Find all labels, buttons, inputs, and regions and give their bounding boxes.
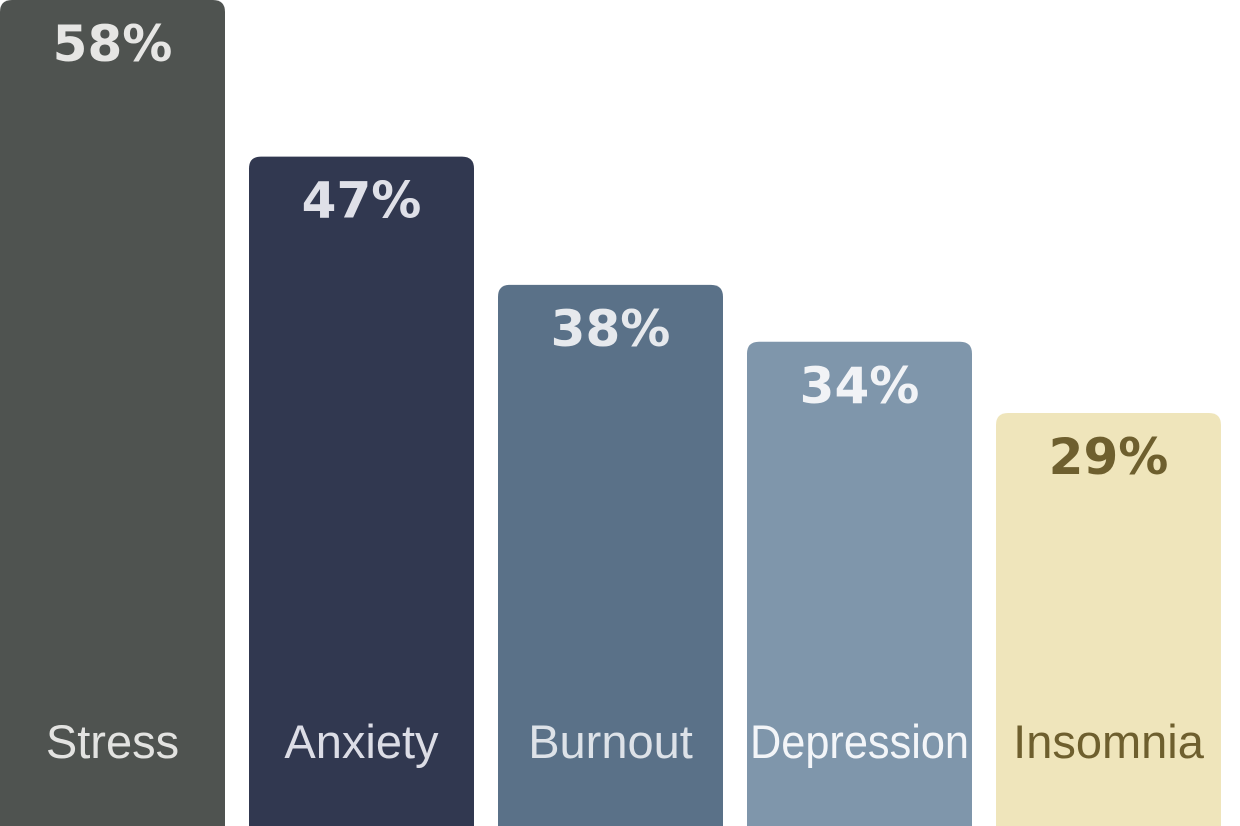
- value-label-anxiety: 47%: [302, 172, 422, 230]
- value-label-insomnia: 29%: [1049, 428, 1169, 486]
- bar-burnout: [498, 284, 723, 826]
- bar-stress: [0, 0, 225, 826]
- value-label-stress: 58%: [53, 15, 173, 73]
- bar-depression: [747, 341, 972, 826]
- bar-insomnia: [996, 413, 1221, 826]
- category-label-depression: Depression: [750, 715, 969, 768]
- category-label-stress: Stress: [46, 715, 179, 768]
- category-label-insomnia: Insomnia: [1013, 715, 1205, 768]
- bar-anxiety: [249, 156, 474, 826]
- value-label-depression: 34%: [800, 357, 920, 415]
- value-label-burnout: 38%: [551, 300, 671, 358]
- category-label-burnout: Burnout: [528, 715, 693, 768]
- category-label-anxiety: Anxiety: [284, 715, 439, 768]
